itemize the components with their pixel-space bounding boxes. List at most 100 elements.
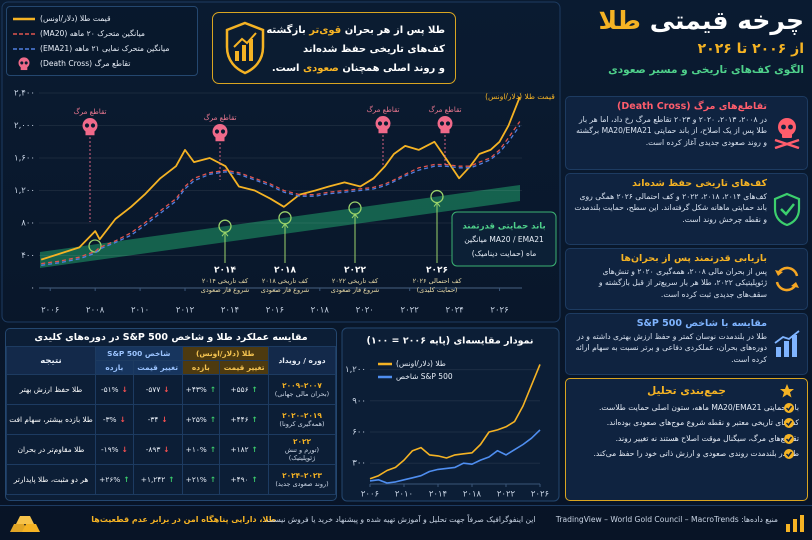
callout-segment: است. xyxy=(271,63,300,74)
trend-arrow: ↑ xyxy=(209,385,217,394)
low-year: ۲۰۲۲ xyxy=(344,266,366,276)
callout-line: کف‌های تاریخی حفظ شده‌اند xyxy=(265,40,445,59)
legend-entry: تقاطع مرگ (Death Cross) xyxy=(13,56,191,71)
cell-value: -۱۹% xyxy=(100,445,119,454)
cell-value: +۵۵۶ xyxy=(230,385,249,394)
x-tick-label: ۲۰۲۲ xyxy=(497,490,516,500)
low-note: شروع فاز صعودی xyxy=(261,286,309,294)
section: کف‌های تاریخی حفظ شده‌اند کف‌های ۲۰۱۴، ۲۰… xyxy=(565,173,808,245)
cell-value: -۵۷۷ xyxy=(145,385,161,394)
x-tick-label: ۲۰۲۶ xyxy=(490,306,508,316)
callout-segment: کف‌های تاریخی حفظ شده‌اند xyxy=(303,44,445,55)
skull-eye xyxy=(20,60,24,64)
header-cell: تغییر قیمت xyxy=(132,360,183,375)
value-cell: ↓-۳% xyxy=(95,404,134,435)
skull-icon xyxy=(774,118,800,149)
x-tick-label: ۲۰۲۴ xyxy=(445,306,463,316)
line-series xyxy=(41,121,521,265)
value-cell: ↓-۵۱% xyxy=(95,374,134,405)
chart-title: نمودار مقایسه‌ای (پایه ۲۰۰۶ = ۱۰۰) xyxy=(367,336,534,347)
period-cell: ۲۰۰۷–۲۰۰۹ (بحران مالی جهانی) xyxy=(268,374,336,405)
section: مقایسه با شاخص S&P 500 طلا در بلندمدت نوس… xyxy=(565,313,808,375)
support-label: ماه (حمایت دینامیک) xyxy=(472,249,537,258)
cell-value: -۳۴ xyxy=(147,415,159,424)
death-cross-label: تقاطع مرگ xyxy=(428,105,461,114)
trend-arrow: ↑ xyxy=(251,445,258,454)
y-tick-label: ۱,۲۰۰ xyxy=(14,186,35,196)
skull-icon xyxy=(18,56,30,70)
trend-arrow: ↑ xyxy=(251,415,258,424)
skull-eye xyxy=(90,123,96,128)
y-axis-label: قیمت طلا (دلار/اونس) xyxy=(485,92,555,101)
low-arrow xyxy=(351,213,359,219)
trend-arrow: ↑ xyxy=(209,445,217,454)
shield-check-icon xyxy=(773,192,801,226)
check-dot xyxy=(784,418,794,429)
comparison-table: مقایسه عملکرد طلا و شاخص S&P 500 در دوره… xyxy=(5,328,337,501)
page-title: چرخه قیمتی طلا xyxy=(569,4,804,38)
shield-icon xyxy=(225,21,265,75)
x-tick-label: ۲۰۱۴ xyxy=(429,490,447,500)
star-icon xyxy=(780,384,794,398)
low-year: ۲۰۱۸ xyxy=(274,266,296,276)
cell-value: +۴۹۰ xyxy=(230,475,249,484)
skull-eye xyxy=(24,60,28,64)
table-row: ۲۰۰۷–۲۰۰۹ (بحران مالی جهانی) ↑+۵۵۶ ↑+۴۳% ↓-۵… xyxy=(6,374,336,405)
low-year: ۲۰۲۶ xyxy=(426,266,448,276)
y-tick-label: ۲,۰۰۰ xyxy=(14,121,35,131)
x-tick-label: ۲۰۱۰ xyxy=(131,306,149,316)
x-tick-label: ۲۰۰۶ xyxy=(361,490,379,500)
section-body: در ۲۰۰۸، ۲۰۱۳، ۲۰۲۰ و ۲۰۲۳ تقاطع مرگ رخ … xyxy=(576,115,767,147)
skull-head xyxy=(437,116,453,131)
death-cross-label: تقاطع مرگ xyxy=(73,107,106,116)
check-dot xyxy=(784,449,794,460)
check-icon xyxy=(784,433,794,444)
x-tick-label: ۲۰۱۰ xyxy=(395,490,413,500)
summary-item: باند حمایتی MA20/EMA21 ماهه، ستون اصلی ح… xyxy=(574,402,799,413)
cell-value: -۵۱% xyxy=(100,385,119,394)
summary-item: تقاطع‌های مرگ، سیگنال موقت اصلاح هستند ن… xyxy=(574,433,799,444)
skull-eye xyxy=(383,121,389,126)
check-dot xyxy=(784,403,794,413)
legend: قیمت طلا (دلار/اونس) میانگین متحرک ۲۰ ماه… xyxy=(6,6,198,76)
value-cell: ↓-۳۴ xyxy=(132,404,183,435)
trend-arrow: ↓ xyxy=(121,445,128,454)
x-tick-label: ۲۰۱۲ xyxy=(176,306,195,316)
low-note: کف تاریخی ۲۰۱۸ xyxy=(262,277,309,285)
support-band xyxy=(40,185,520,268)
cell-value: +۲۱% xyxy=(185,475,207,484)
table-row: ۲۰۲۳–۲۰۲۴ (روند صعودی جدید) ↑+۴۹۰ ↑+۲۱% ↑+۱,… xyxy=(6,464,336,495)
summary-item: طلا در بلندمدت روندی صعودی و ارزش ذاتی خ… xyxy=(574,448,799,460)
skull-jaw xyxy=(378,128,388,134)
value-cell: ↑+۱۸۲ xyxy=(219,434,269,465)
low-note: کف احتمالی ۲۰۲۶ xyxy=(413,277,463,285)
header-cell: نتیجه xyxy=(6,346,96,375)
table: دوره / رویداد طلا (دلار/اونس) شاخص S&P 5… xyxy=(6,346,336,495)
callout-line: طلا پس از هر بحران قوی‌تر بازگشته xyxy=(265,21,445,40)
skull-eye xyxy=(377,121,383,126)
skull-eye xyxy=(220,129,226,134)
value-cell: ↓-۱۹% xyxy=(95,434,134,465)
trend-arrow: ↓ xyxy=(163,385,170,394)
legend-swatch xyxy=(18,56,30,70)
period: ۲۰۱۹–۲۰۲۰ xyxy=(282,411,322,420)
skull-head xyxy=(212,124,228,139)
support-box xyxy=(451,211,557,267)
legend-swatch xyxy=(13,17,35,20)
callout-segment: و روند اصلی همچنان xyxy=(342,63,445,74)
title-part: طلا xyxy=(598,6,641,35)
check-icon xyxy=(784,418,794,429)
x-tick-label: ۲۰۲۲ xyxy=(401,306,420,316)
legend-label: تقاطع مرگ (Death Cross) xyxy=(40,59,131,68)
check-icon xyxy=(784,449,794,460)
skull-jaw xyxy=(440,128,450,134)
event: (تورم و تنش ژئوپلیتیک) xyxy=(284,446,320,462)
period-cell: ۲۰۱۹–۲۰۲۰ (همه‌گیری کرونا) xyxy=(268,404,336,435)
support-label: میانگین MA20 / EMA21 xyxy=(464,235,544,244)
result-cell: طلا بازده بیشتر، سهام افت xyxy=(6,404,96,435)
legend-swatch xyxy=(13,47,35,50)
event: (روند صعودی جدید) xyxy=(275,480,329,488)
callout-segment: قوی‌تر xyxy=(309,25,342,36)
